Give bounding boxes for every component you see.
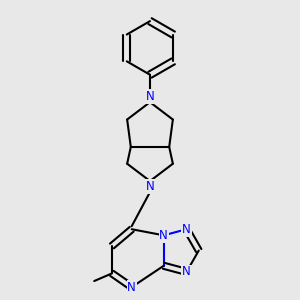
Text: N: N <box>182 223 191 236</box>
Text: N: N <box>127 280 136 294</box>
Text: N: N <box>146 180 154 193</box>
Text: N: N <box>159 229 168 242</box>
Text: N: N <box>182 266 191 278</box>
Text: N: N <box>146 90 154 103</box>
